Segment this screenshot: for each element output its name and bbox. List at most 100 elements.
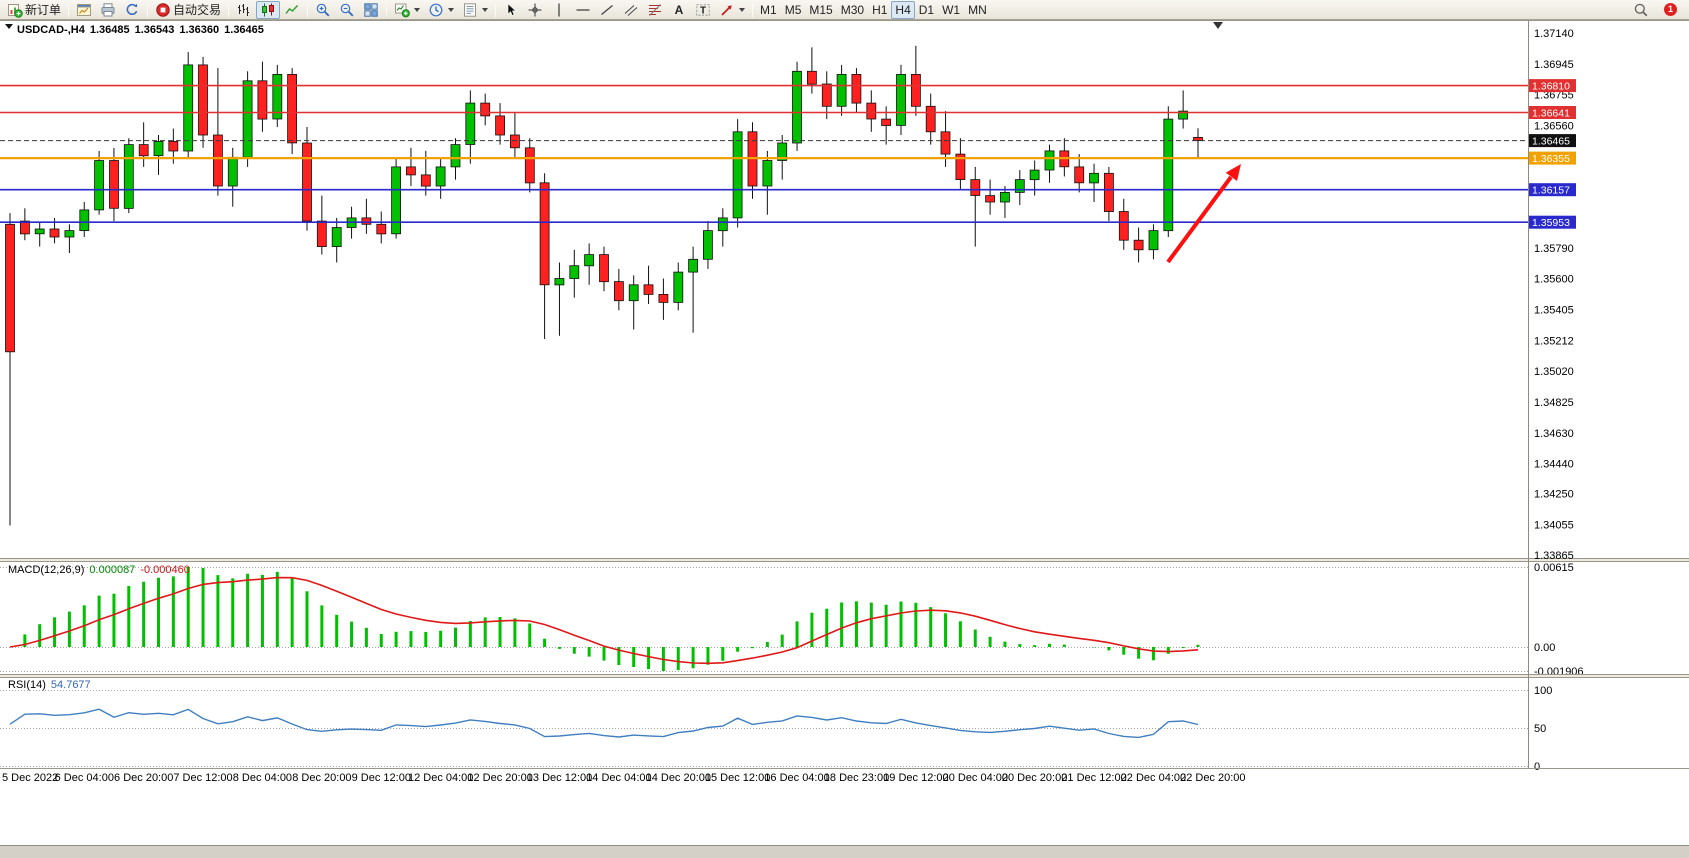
horizontal-lines[interactable] [0,84,1528,223]
timeframe-w1[interactable]: W1 [938,1,964,19]
price-axis-label: 1.35212 [1534,335,1574,347]
timeframe-mn-label: MN [968,2,987,17]
label-icon: T [695,2,711,18]
trend-arrow-shaft [1166,175,1233,264]
crosshair-button[interactable] [523,1,547,19]
dropdown-caret-icon[interactable] [448,7,455,12]
rsi-indicator-label: RSI(14) 54.7677 [8,679,96,691]
support-line-2-tag-label: 1.35953 [1532,217,1570,229]
toolbar-separator [147,2,149,17]
arrows-button[interactable] [715,1,749,19]
macd-title: MACD(12,26,9) [8,564,85,576]
time-axis-label: 20 Dec 20:00 [1002,772,1067,784]
timeframe-m15-label: M15 [809,2,833,17]
dropdown-caret-icon[interactable] [739,7,746,12]
dropdown-caret-icon[interactable] [414,7,421,12]
candlestick-chart-button[interactable] [256,0,281,19]
price-axis-label: 1.34055 [1534,520,1574,532]
new-order-button[interactable]: 新订单 [3,1,65,19]
toolbar-separator [495,2,497,17]
text-label-button[interactable]: T [691,1,715,19]
equidistant-channel-button[interactable] [619,1,643,19]
time-axis-label: 6 Dec 04:00 [55,772,114,784]
cursor-button[interactable] [499,1,523,19]
channel-icon [623,2,639,18]
zoom-in-button[interactable] [311,1,335,19]
autotrading-button[interactable]: 自动交易 [151,1,225,19]
indicators-button[interactable] [390,1,424,19]
time-axis-label: 12 Dec 04:00 [408,772,473,784]
timeframe-h1[interactable]: H1 [868,1,891,19]
notification-count-badge: 1 [1664,3,1677,16]
autotrading-button-label: 自动交易 [173,3,222,17]
horizontal-line-button[interactable] [571,1,595,19]
price-axis-label: 1.35020 [1534,366,1574,378]
svg-text:A: A [675,3,684,17]
line-chart-button[interactable] [280,1,304,19]
timeframe-d1[interactable]: D1 [915,1,938,19]
vline-icon [551,2,567,18]
price-axis-label: 1.36560 [1534,120,1574,132]
search-button[interactable] [1629,1,1653,19]
chart-header: USDCAD-,H4 1.36485 1.36543 1.36360 1.36465 [17,24,269,36]
timeframe-m30[interactable]: M30 [837,1,868,19]
time-axis-label: 8 Dec 20:00 [292,772,351,784]
current-price-line-tag-label: 1.36465 [1532,136,1570,148]
autotrading-icon [155,2,171,18]
print-icon [100,2,116,18]
price-axis: 1.37140 1.36945 1.36755 1.36560 1.35790 1.356… [1529,28,1576,562]
arrows-icon [719,2,735,18]
dropdown-caret-icon[interactable] [482,7,489,12]
templates-button[interactable] [458,1,492,19]
timeframe-mn[interactable]: MN [964,1,991,19]
vertical-line-button[interactable] [547,1,571,19]
fibo-icon [647,2,663,18]
time-axis-label: 21 Dec 12:00 [1061,772,1126,784]
timeframe-m15[interactable]: M15 [805,1,836,19]
text-button[interactable]: A [667,1,691,19]
chart-menu-arrow-icon[interactable] [5,24,13,29]
resistance-line-1-tag [1529,79,1576,93]
time-axis-label: 6 Dec 20:00 [114,772,173,784]
price-axis-label: 1.36755 [1534,89,1574,101]
timeframe-d1-label: D1 [918,2,935,17]
trend-arrow-annotation[interactable] [1166,164,1241,264]
timeframe-m1[interactable]: M1 [756,1,781,19]
charts-button[interactable] [72,1,96,19]
resistance-line-2-tag [1529,106,1576,119]
macd-axis-label: 0.00615 [1534,562,1574,574]
tile-windows-button[interactable] [359,1,383,19]
price-axis-label: 1.34630 [1534,428,1574,440]
timeframe-h4[interactable]: H4 [891,0,915,19]
svg-text:T: T [700,5,706,16]
price-axis-label: 1.35600 [1534,274,1574,286]
price-axis-label: 1.35790 [1534,243,1574,255]
print-button[interactable] [96,1,120,19]
template-icon [462,2,478,18]
rsi-value: 54.7677 [50,679,91,691]
panel-frames [0,20,1689,769]
window-bottom-bar[interactable] [0,845,1689,858]
zoom-out-button[interactable] [335,1,359,19]
symbol-period-label: USDCAD-,H4 [17,24,85,36]
timeframe-m5[interactable]: M5 [781,1,806,19]
hline-icon [575,2,591,18]
periods-button[interactable] [424,1,458,19]
clock-icon [428,2,444,18]
rsi-line [9,708,1199,739]
time-axis-label: 12 Dec 20:00 [467,772,532,784]
timeframe-h4-label: H4 [895,2,911,17]
chart-shift-marker-icon[interactable] [1213,22,1223,29]
fibonacci-button[interactable] [643,1,667,19]
notification-badge[interactable]: 1 [1660,1,1681,19]
bar-chart-button[interactable] [232,1,256,19]
toolbar-separator [386,2,388,17]
trendline-button[interactable] [595,1,619,19]
trendline-icon [599,2,615,18]
refresh-button[interactable] [120,1,144,19]
crosshair-icon [527,2,543,18]
price-axis-label: 1.34825 [1534,397,1574,409]
timeframe-h1-label: H1 [872,2,888,17]
